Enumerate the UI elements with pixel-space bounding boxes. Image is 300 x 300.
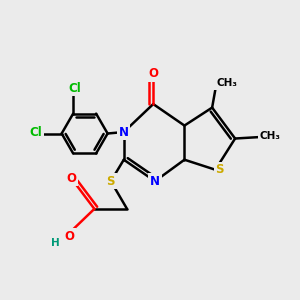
Text: S: S [106,175,115,188]
Text: Cl: Cl [30,125,42,139]
Text: S: S [215,163,224,176]
Text: O: O [64,230,74,243]
Text: Cl: Cl [68,82,81,94]
Text: CH₃: CH₃ [216,78,237,88]
Text: O: O [148,67,158,80]
Text: H: H [51,238,60,248]
Text: O: O [67,172,77,185]
Text: CH₃: CH₃ [260,130,281,141]
Text: N: N [119,125,129,139]
Text: N: N [150,175,160,188]
